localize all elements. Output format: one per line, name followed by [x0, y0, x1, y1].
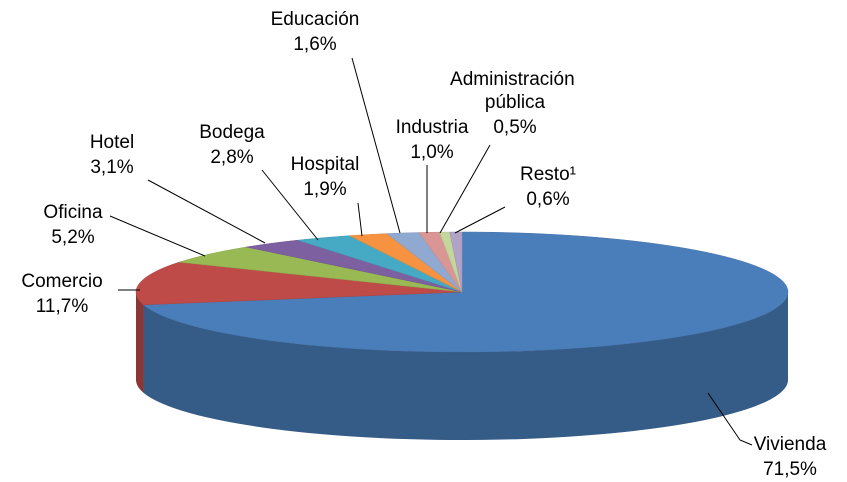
value-label: 1,9% — [303, 179, 346, 200]
category-label: Administración pública — [450, 69, 580, 113]
value-label: 1,6% — [293, 34, 336, 55]
leader-line — [147, 179, 266, 244]
leader-line — [109, 215, 206, 257]
value-label: 0,5% — [493, 117, 536, 138]
value-label: 71,5% — [763, 459, 817, 480]
value-label: 5,2% — [51, 227, 94, 248]
category-label: Hotel — [90, 132, 134, 153]
slice-side — [136, 292, 144, 393]
category-label: Oficina — [43, 202, 103, 223]
value-label: 11,7% — [36, 296, 89, 317]
value-label: 1,0% — [410, 142, 453, 163]
slice-top — [135, 261, 463, 306]
slice-top — [179, 246, 463, 293]
leader-line — [454, 206, 506, 234]
value-label: 0,6% — [526, 189, 569, 210]
labels: Vivienda 71,5% Comercio 11,7% Oficina 5,2% Hot… — [21, 9, 826, 480]
leader-line — [261, 169, 319, 241]
value-label: 2,8% — [210, 147, 253, 168]
slice-side — [143, 292, 788, 440]
category-label: Resto¹ — [520, 164, 576, 185]
category-label: Vivienda — [754, 434, 827, 455]
leader-line — [351, 57, 401, 234]
value-label: 3,1% — [90, 157, 133, 178]
slices — [135, 231, 789, 440]
category-label: Industria — [396, 117, 469, 138]
category-label: Hospital — [291, 154, 360, 175]
slice — [135, 261, 463, 393]
slice — [142, 231, 789, 440]
category-label: Comercio — [21, 271, 102, 292]
category-label: Bodega — [199, 122, 265, 143]
slice-top — [142, 231, 789, 353]
slice — [179, 246, 463, 293]
leader-line — [707, 392, 753, 446]
category-label: Educación — [271, 9, 360, 30]
leader-line — [357, 202, 363, 237]
leader-line — [439, 144, 491, 234]
